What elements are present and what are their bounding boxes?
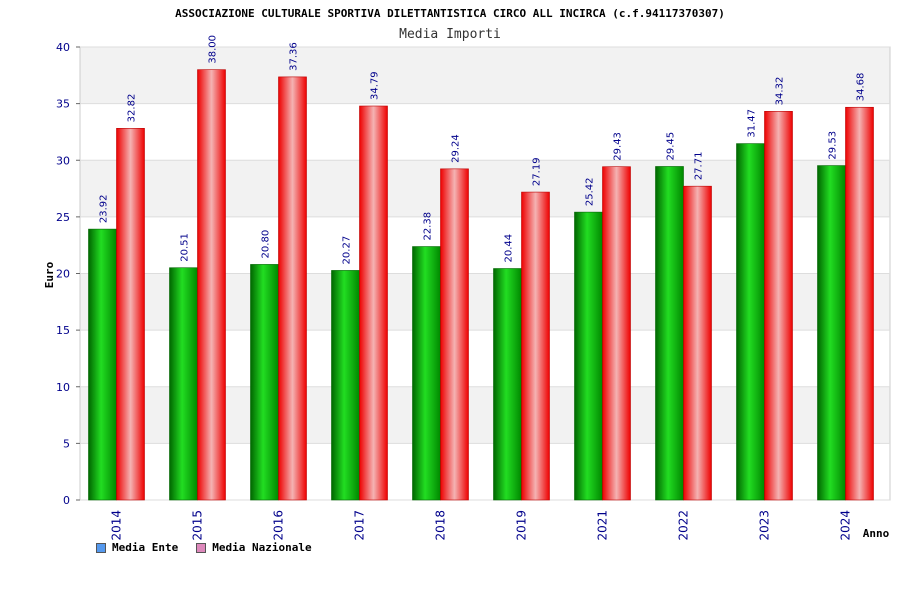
y-axis-label: Euro (43, 261, 56, 288)
bar-nazionale-2017 (359, 105, 388, 501)
bar-nazionale-2021 (602, 166, 631, 501)
bar-ente-2023 (736, 143, 765, 501)
legend-item-ente: Media Ente (96, 541, 178, 554)
x-tick-label: 2014 (110, 510, 124, 541)
y-tick-label: 20 (56, 268, 70, 281)
data-label: 23.92 (99, 194, 110, 223)
x-tick-label: 2022 (677, 510, 691, 541)
bar-nazionale-2019 (521, 191, 550, 501)
x-axis-ticks: 2014 2015 2016 2017 2018 2019 2021 2022 2023 2024 (110, 510, 853, 541)
data-label: 38.00 (208, 35, 219, 64)
data-label: 34.32 (775, 77, 786, 106)
legend-label: Media Ente (112, 541, 179, 554)
bar-nazionale-2018 (440, 168, 469, 501)
data-label: 20.80 (261, 230, 272, 259)
data-label: 29.24 (451, 134, 462, 163)
legend: Media Ente Media Nazionale (96, 541, 312, 554)
legend-item-nazionale: Media Nazionale (196, 541, 312, 554)
data-labels: 23.92 32.82 20.51 38.00 20.80 37.36 20.27 34.79… (99, 35, 867, 264)
legend-label: Media Nazionale (212, 541, 312, 554)
y-tick-label: 40 (56, 41, 70, 54)
bar-ente-2014 (88, 228, 117, 501)
data-label: 27.71 (694, 152, 705, 181)
data-label: 22.38 (423, 212, 434, 241)
y-tick-label: 10 (56, 381, 70, 394)
data-label: 34.68 (856, 73, 867, 102)
data-label: 34.79 (370, 71, 381, 100)
bar-ente-2019 (493, 268, 522, 501)
bar-nazionale-2016 (278, 76, 307, 501)
bars (88, 69, 874, 501)
bar-nazionale-2015 (197, 69, 226, 501)
bar-ente-2015 (169, 267, 198, 501)
bar-ente-2021 (574, 211, 603, 501)
bar-ente-2022 (655, 166, 684, 501)
bar-nazionale-2023 (764, 111, 793, 501)
bar-ente-2018 (412, 246, 441, 501)
chart-title: ASSOCIAZIONE CULTURALE SPORTIVA DILETTAN… (175, 7, 725, 20)
x-tick-label: 2017 (353, 510, 367, 541)
x-tick-label: 2024 (839, 510, 853, 541)
x-tick-label: 2018 (434, 510, 448, 541)
y-tick-label: 30 (56, 154, 70, 167)
y-tick-label: 0 (63, 494, 70, 507)
data-label: 25.42 (585, 177, 596, 206)
bar-ente-2016 (250, 264, 279, 501)
data-label: 29.53 (828, 131, 839, 160)
x-tick-label: 2015 (191, 510, 205, 541)
bar-nazionale-2024 (845, 106, 874, 501)
data-label: 37.36 (289, 42, 300, 71)
y-tick-label: 5 (63, 437, 70, 450)
data-label: 20.44 (504, 234, 515, 263)
bar-ente-2017 (331, 270, 360, 501)
data-label: 31.47 (747, 109, 758, 138)
chart-subtitle: Media Importi (399, 27, 501, 42)
x-tick-label: 2023 (758, 510, 772, 541)
data-label: 29.45 (666, 132, 677, 161)
bar-ente-2024 (817, 165, 846, 501)
x-tick-label: 2019 (515, 510, 529, 541)
data-label: 20.51 (180, 233, 191, 262)
x-tick-label: 2016 (272, 510, 286, 541)
x-axis-label: Anno (863, 527, 890, 540)
legend-swatch (96, 542, 106, 553)
bar-nazionale-2014 (116, 128, 145, 501)
x-tick-label: 2021 (596, 510, 610, 541)
y-tick-label: 15 (56, 324, 70, 337)
data-label: 20.27 (342, 236, 353, 265)
y-axis-ticks: 0 5 10 15 20 25 30 35 40 (56, 41, 80, 507)
data-label: 32.82 (127, 94, 138, 123)
data-label: 27.19 (532, 157, 543, 186)
y-tick-label: 25 (56, 211, 70, 224)
y-tick-label: 35 (56, 98, 70, 111)
bar-nazionale-2022 (683, 185, 712, 501)
legend-swatch (196, 542, 207, 553)
data-label: 29.43 (613, 132, 624, 161)
